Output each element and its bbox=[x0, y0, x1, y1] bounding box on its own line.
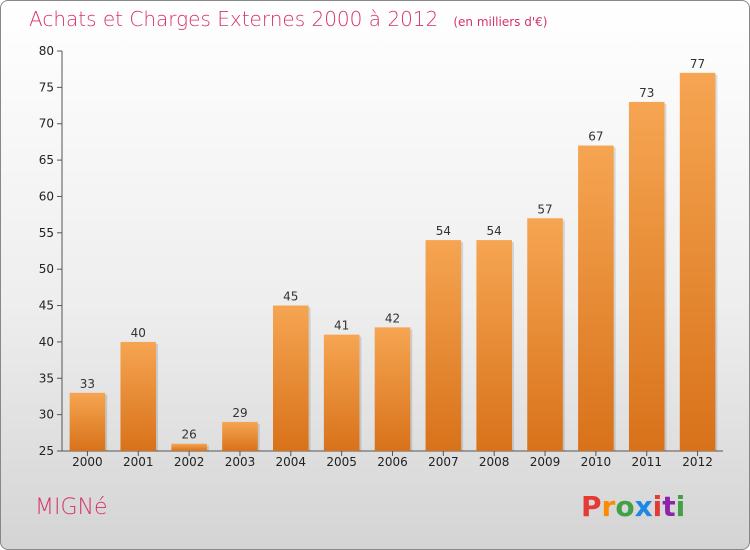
x-tick-label: 2009 bbox=[530, 455, 561, 469]
x-axis: 2000 2001 2002 2003 2004 2005 2006 2007 2008 2009… bbox=[62, 450, 723, 469]
logo-letter: x bbox=[634, 490, 653, 523]
y-tick-label: 35 bbox=[39, 371, 54, 385]
chart-title: Achats et Charges Externes 2000 à 2012 bbox=[29, 7, 439, 31]
logo-letter: P bbox=[581, 490, 602, 523]
bar bbox=[171, 443, 207, 451]
x-tick-label: 2000 bbox=[72, 455, 103, 469]
x-tick-label: 2010 bbox=[581, 455, 612, 469]
chart-unit: (en milliers d'€) bbox=[453, 15, 548, 29]
bar-value-label: 40 bbox=[131, 326, 146, 340]
y-tick-label: 70 bbox=[39, 117, 54, 131]
bar bbox=[120, 341, 157, 451]
x-tick-label: 2008 bbox=[479, 455, 510, 469]
bar-value-label: 41 bbox=[334, 319, 349, 333]
logo-letter: i bbox=[675, 490, 686, 523]
chart-title-block: Achats et Charges Externes 2000 à 2012 (… bbox=[29, 7, 547, 31]
bar bbox=[273, 305, 309, 451]
y-tick-label: 40 bbox=[39, 335, 54, 349]
bar-value-label: 33 bbox=[80, 377, 95, 391]
bar-value-label: 73 bbox=[639, 86, 654, 100]
y-tick-label: 30 bbox=[39, 408, 54, 422]
logo-letter: o bbox=[615, 490, 635, 523]
bar-value-label: 42 bbox=[385, 311, 400, 325]
x-tick-label: 2011 bbox=[631, 455, 662, 469]
x-tick-label: 2006 bbox=[377, 455, 408, 469]
y-tick-label: 80 bbox=[39, 44, 54, 58]
x-tick-label: 2012 bbox=[682, 455, 713, 469]
bar-value-label: 54 bbox=[487, 224, 502, 238]
bar bbox=[425, 240, 462, 451]
bar-value-label: 26 bbox=[181, 428, 196, 442]
bar bbox=[578, 145, 614, 451]
bar bbox=[323, 334, 360, 451]
commune-name: MIGNé bbox=[35, 495, 108, 520]
y-axis: 25 30 35 40 45 50 55 60 65 70 75 80 bbox=[39, 44, 63, 458]
bar-value-label: 29 bbox=[232, 406, 247, 420]
y-tick-label: 60 bbox=[39, 189, 54, 203]
bar-value-label: 45 bbox=[283, 290, 298, 304]
x-tick-label: 2007 bbox=[428, 455, 459, 469]
x-tick-label: 2002 bbox=[174, 455, 205, 469]
logo-letter: t bbox=[662, 490, 676, 523]
y-tick-label: 45 bbox=[39, 299, 54, 313]
x-tick-label: 2005 bbox=[326, 455, 357, 469]
y-tick-label: 65 bbox=[39, 153, 54, 167]
bar-value-label: 67 bbox=[588, 130, 603, 144]
y-tick-label: 50 bbox=[39, 262, 54, 276]
y-tick-label: 55 bbox=[39, 226, 54, 240]
bar-value-label: 57 bbox=[537, 202, 552, 216]
bar-value-label: 77 bbox=[690, 57, 705, 71]
x-tick-label: 2004 bbox=[276, 455, 307, 469]
bar bbox=[679, 72, 716, 452]
proxiti-logo: Proxiti bbox=[581, 490, 685, 523]
logo-letter: i bbox=[652, 490, 663, 523]
bar bbox=[527, 218, 563, 451]
x-tick-label: 2003 bbox=[225, 455, 256, 469]
bar-value-label: 54 bbox=[436, 224, 451, 238]
y-tick-label: 75 bbox=[39, 80, 54, 94]
bar bbox=[69, 392, 106, 451]
bar bbox=[628, 101, 665, 451]
logo-letter: r bbox=[601, 490, 616, 523]
bars: 33 40 26 29 45 41 42 54 54 57 67 73 77 bbox=[69, 57, 718, 452]
y-tick-label: 25 bbox=[39, 444, 54, 458]
bar bbox=[222, 421, 258, 451]
bar bbox=[476, 240, 512, 451]
x-tick-label: 2001 bbox=[123, 455, 154, 469]
bar bbox=[374, 327, 411, 451]
